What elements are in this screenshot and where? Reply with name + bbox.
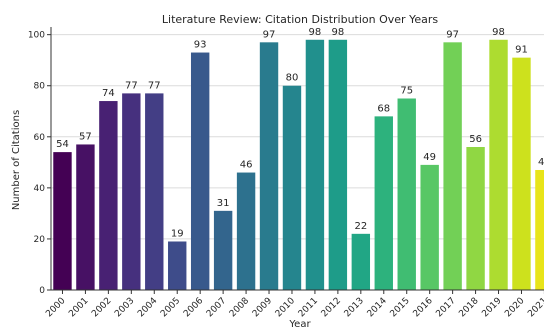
data-label-2010: 80 — [286, 73, 299, 84]
data-label-2003: 77 — [125, 80, 138, 91]
bar-2010 — [282, 85, 302, 291]
x-tick-label-2005: 2005 — [159, 296, 182, 319]
x-tick-label-2012: 2012 — [320, 296, 343, 319]
data-label-2013: 22 — [354, 221, 367, 232]
data-label-2007: 31 — [217, 198, 230, 209]
x-tick-label-2001: 2001 — [67, 296, 90, 319]
x-tick-label-2021: 2021 — [526, 296, 544, 319]
data-label-2004: 77 — [148, 80, 161, 91]
y-axis: 0 20 40 60 80 100 — [28, 27, 52, 296]
data-label-2000: 54 — [56, 139, 69, 150]
bar-2016 — [420, 164, 439, 290]
bar-2015 — [397, 98, 416, 290]
bar-2004 — [145, 93, 164, 290]
data-label-2017: 97 — [446, 29, 459, 40]
x-tick-label-2019: 2019 — [480, 296, 503, 319]
bar-2013 — [351, 233, 371, 290]
x-axis-label: Year — [288, 319, 311, 327]
bar-2002 — [99, 101, 118, 290]
x-tick-label-2006: 2006 — [182, 296, 205, 319]
data-label-2008: 46 — [240, 160, 253, 171]
bars — [53, 39, 544, 291]
x-tick-label-2007: 2007 — [205, 296, 228, 319]
x-tick-label-2010: 2010 — [274, 296, 297, 319]
bar-2017 — [443, 42, 462, 290]
x-tick-label-2017: 2017 — [434, 296, 457, 319]
x-tick-label-2002: 2002 — [90, 296, 113, 319]
data-label-2018: 56 — [469, 134, 482, 145]
data-label-2005: 19 — [171, 228, 184, 239]
x-tick-label-2015: 2015 — [389, 296, 412, 319]
bar-2019 — [489, 39, 508, 290]
bar-2020 — [512, 57, 531, 290]
x-tick-label-2004: 2004 — [136, 296, 159, 319]
data-label-2015: 75 — [400, 85, 413, 96]
x-tick-label-2000: 2000 — [44, 296, 67, 319]
bar-2021 — [535, 169, 544, 290]
data-label-2009: 97 — [263, 29, 276, 40]
x-tick-label-2009: 2009 — [251, 296, 274, 319]
data-label-2019: 98 — [492, 27, 505, 38]
data-label-2002: 74 — [102, 88, 115, 99]
x-tick-label-2018: 2018 — [457, 296, 480, 319]
data-label-2014: 68 — [377, 103, 390, 114]
bar-2014 — [374, 116, 393, 291]
bar-2000 — [53, 152, 72, 290]
bar-2011 — [305, 39, 325, 290]
x-tick-label-2003: 2003 — [113, 296, 136, 319]
bar-2009 — [259, 42, 279, 290]
y-tick-label-0: 0 — [39, 286, 45, 296]
bar-2007 — [213, 210, 233, 290]
x-tick-label-2014: 2014 — [366, 296, 389, 319]
y-tick-label-40: 40 — [34, 184, 46, 194]
data-label-2006: 93 — [194, 40, 207, 51]
data-label-2021: 47 — [538, 157, 544, 168]
x-tick-label-2016: 2016 — [412, 296, 435, 319]
x-tick-label-2020: 2020 — [503, 296, 526, 319]
y-tick-label-20: 20 — [34, 235, 46, 245]
data-labels: 54 57 74 77 77 19 93 31 46 97 80 98 98 22 68 75 49 97 56 98… — [56, 27, 544, 240]
bar-2005 — [168, 241, 187, 290]
data-label-2016: 49 — [423, 152, 436, 163]
y-tick-label-80: 80 — [34, 82, 46, 92]
y-tick-label-60: 60 — [34, 133, 46, 143]
bar-2018 — [466, 147, 485, 290]
bar-2001 — [76, 144, 95, 290]
bar-2012 — [328, 39, 348, 290]
data-label-2011: 98 — [309, 27, 322, 38]
bar-2006 — [190, 52, 210, 290]
y-tick-label-100: 100 — [28, 31, 45, 41]
x-axis: 2000 2001 2002 2003 2004 2005 2006 2007 2008 2009… — [44, 289, 544, 319]
chart-title: Literature Review: Citation Distribution… — [162, 13, 438, 26]
bar-2003 — [122, 93, 141, 290]
bar-2008 — [236, 172, 256, 290]
data-label-2001: 57 — [79, 131, 92, 142]
x-tick-label-2008: 2008 — [228, 296, 251, 319]
x-tick-label-2011: 2011 — [297, 296, 320, 319]
data-label-2012: 98 — [332, 27, 345, 38]
y-axis-label: Number of Citations — [11, 110, 22, 210]
x-tick-label-2013: 2013 — [343, 296, 366, 319]
data-label-2020: 91 — [515, 45, 528, 56]
